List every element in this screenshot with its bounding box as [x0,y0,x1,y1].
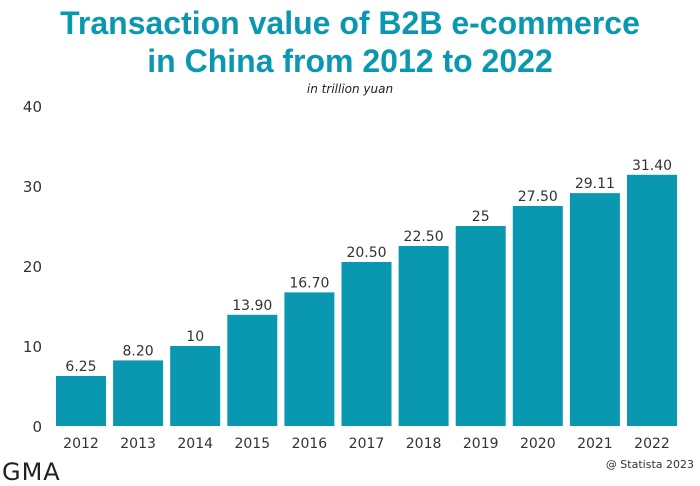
data-label: 31.40 [632,158,672,174]
bar-2016 [284,292,335,426]
bar-2012 [56,376,106,426]
bar-2021 [569,193,620,426]
y-tick-label: 30 [23,178,42,196]
data-label: 27.50 [518,189,558,205]
x-tick-label: 2017 [349,436,385,452]
bar-2018 [398,246,449,426]
bar-2020 [512,206,563,426]
data-label: 29.11 [575,176,615,192]
x-tick-label: 2016 [292,436,328,452]
x-tick-label: 2012 [63,436,99,452]
data-label: 20.50 [346,245,386,261]
bar-chart: 0 10 20 30 40 6.25 2012 8.20 2013 10 2014 13.90 2015… [23,98,677,452]
data-label: 6.25 [65,359,96,375]
data-label: 16.70 [289,275,329,291]
bar-2017 [341,262,392,426]
x-tick-label: 2013 [120,436,156,452]
x-tick-label: 2020 [520,436,556,452]
bar-2022 [627,174,677,426]
x-tick-label: 2015 [234,436,270,452]
x-tick-label: 2014 [177,436,213,452]
y-tick-label: 20 [23,258,42,276]
x-tick-label: 2018 [406,436,442,452]
data-label: 25 [472,209,490,225]
bar-2014 [170,346,221,426]
bar-2015 [227,314,278,426]
data-label: 10 [186,329,204,345]
chart-title: Transaction value of B2B e-commerce in C… [60,5,640,79]
chart-subtitle: in trillion yuan [306,82,394,96]
y-tick-label: 40 [23,98,42,116]
data-label: 22.50 [404,229,444,245]
y-tick-label: 0 [32,418,42,436]
x-tick-label: 2022 [634,436,670,452]
logo: GMA [2,458,61,486]
source-credit: @ Statista 2023 [605,458,694,471]
x-tick-label: 2019 [463,436,499,452]
bar-2013 [113,360,164,426]
data-label: 13.90 [232,298,272,314]
bar-2019 [455,226,506,426]
x-tick-label: 2021 [577,436,613,452]
data-label: 8.20 [123,343,154,359]
y-tick-label: 10 [23,338,42,356]
